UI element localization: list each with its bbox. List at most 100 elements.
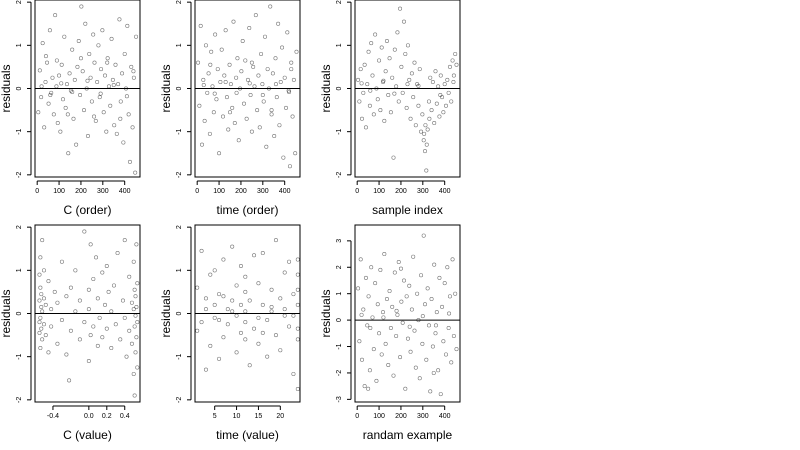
data-point bbox=[104, 129, 109, 134]
data-point bbox=[113, 62, 118, 67]
data-point bbox=[89, 99, 94, 104]
x-tick-label: 300 bbox=[257, 188, 269, 195]
data-point bbox=[201, 83, 206, 88]
data-point bbox=[272, 133, 277, 138]
data-point bbox=[260, 92, 265, 97]
data-point bbox=[454, 347, 459, 352]
data-point bbox=[135, 320, 140, 325]
data-point bbox=[205, 90, 210, 95]
y-tick-label: -1 bbox=[176, 128, 183, 134]
x-tick-label: 300 bbox=[97, 188, 109, 195]
data-point bbox=[135, 281, 140, 286]
data-point bbox=[427, 116, 432, 121]
data-point bbox=[247, 26, 252, 31]
data-point bbox=[244, 116, 249, 121]
data-point bbox=[438, 392, 443, 397]
y-tick-label: 2 bbox=[176, 0, 183, 4]
data-point bbox=[36, 110, 41, 115]
data-point bbox=[49, 90, 54, 95]
data-point bbox=[203, 43, 208, 48]
data-point bbox=[433, 69, 438, 74]
data-point bbox=[421, 233, 426, 238]
data-point bbox=[78, 92, 83, 97]
data-point bbox=[73, 309, 78, 314]
data-point bbox=[222, 73, 227, 78]
y-axis-title: residuals bbox=[159, 289, 173, 337]
data-point bbox=[124, 94, 129, 99]
data-point bbox=[378, 108, 383, 113]
data-point bbox=[260, 251, 265, 256]
data-point bbox=[217, 151, 222, 156]
data-point bbox=[260, 302, 265, 307]
data-point bbox=[420, 112, 425, 117]
data-point bbox=[219, 47, 224, 52]
data-point bbox=[106, 289, 111, 294]
data-point bbox=[55, 341, 60, 346]
data-point bbox=[423, 123, 428, 128]
data-point bbox=[111, 283, 116, 288]
data-point bbox=[426, 99, 431, 104]
data-point bbox=[396, 259, 401, 264]
data-point bbox=[256, 73, 261, 78]
data-point bbox=[398, 266, 403, 271]
x-tick-label: 200 bbox=[395, 413, 407, 420]
data-point bbox=[421, 138, 426, 143]
data-point bbox=[411, 254, 416, 259]
data-point bbox=[133, 313, 138, 318]
data-point bbox=[98, 91, 103, 96]
data-point bbox=[72, 77, 77, 82]
data-point bbox=[195, 328, 200, 333]
data-point bbox=[377, 331, 382, 336]
data-point bbox=[282, 75, 287, 80]
data-point bbox=[445, 77, 450, 82]
data-point bbox=[388, 326, 393, 331]
data-point bbox=[278, 348, 283, 353]
data-point bbox=[86, 287, 91, 292]
data-point bbox=[234, 283, 239, 288]
data-point bbox=[379, 45, 384, 50]
data-point bbox=[67, 378, 72, 383]
data-point bbox=[203, 307, 208, 312]
data-point bbox=[359, 116, 364, 121]
data-point bbox=[212, 91, 217, 96]
y-axis-title: residuals bbox=[319, 64, 333, 112]
data-point bbox=[42, 125, 47, 130]
data-point bbox=[424, 142, 429, 147]
data-point bbox=[96, 43, 101, 48]
data-point bbox=[373, 281, 378, 286]
data-point bbox=[409, 307, 414, 312]
data-point bbox=[49, 324, 54, 329]
data-point bbox=[100, 335, 105, 340]
data-point bbox=[398, 355, 403, 360]
data-point bbox=[197, 103, 202, 108]
data-point bbox=[282, 307, 287, 312]
data-point bbox=[295, 257, 300, 262]
data-point bbox=[131, 259, 136, 264]
data-point bbox=[64, 82, 69, 87]
data-point bbox=[417, 67, 422, 72]
data-point bbox=[426, 323, 431, 328]
data-point bbox=[358, 257, 363, 262]
data-point bbox=[88, 333, 93, 338]
data-point bbox=[447, 64, 452, 69]
data-point bbox=[433, 331, 438, 336]
data-point bbox=[245, 77, 250, 82]
y-axis-title: residuals bbox=[319, 289, 333, 337]
data-point bbox=[55, 121, 60, 126]
data-point bbox=[221, 335, 226, 340]
data-point bbox=[63, 105, 68, 110]
data-point bbox=[396, 99, 401, 104]
data-point bbox=[369, 41, 374, 46]
x-tick-label: -0.4 bbox=[47, 413, 59, 420]
data-point bbox=[243, 337, 248, 342]
data-point bbox=[240, 39, 245, 44]
x-tick-label: 100 bbox=[373, 188, 385, 195]
data-point bbox=[392, 47, 397, 52]
y-tick-label: 0 bbox=[336, 86, 343, 90]
data-point bbox=[368, 326, 373, 331]
data-point bbox=[278, 80, 283, 85]
y-tick-label: -2 bbox=[336, 370, 343, 376]
data-point bbox=[394, 84, 399, 89]
x-tick-label: 5 bbox=[213, 413, 217, 420]
panel-6: 0 100 200 300 400 -3 -2 -1 0 1 2 3 randam example res… bbox=[319, 224, 461, 442]
